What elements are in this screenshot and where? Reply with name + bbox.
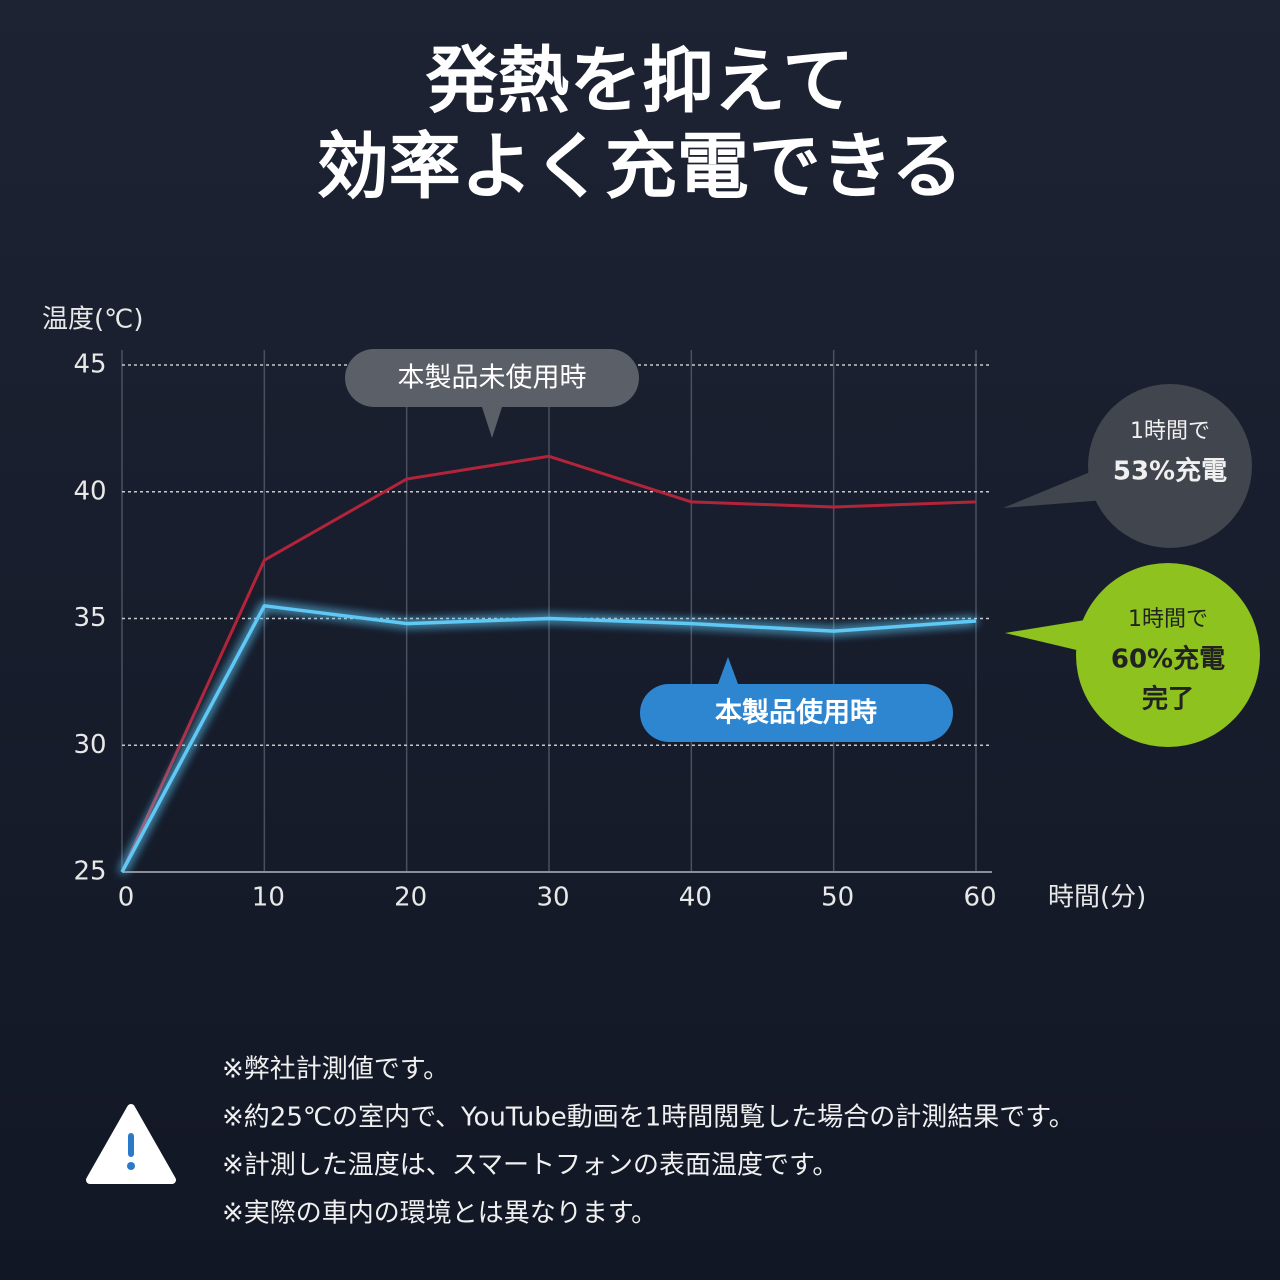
y-tick-label: 40 (73, 476, 106, 506)
x-tick-label: 50 (821, 883, 854, 913)
note: ※約25℃の室内で、YouTube動画を1時間閲覧した場合の計測結果です。 (222, 1103, 1075, 1133)
title-line: 効率よく充電できる (317, 125, 964, 209)
x-tick-label: 20 (394, 883, 427, 913)
callout-text: 53%充電 (1113, 456, 1227, 487)
legend-bubble (640, 657, 953, 742)
y-tick-label: 45 (73, 350, 106, 380)
callout-text: 1時間で (1130, 419, 1210, 444)
x-tick-label: 60 (963, 883, 996, 913)
y-tick-label: 25 (73, 857, 106, 887)
legend-label: 本製品未使用時 (398, 363, 587, 394)
x-tick-label: 0 (118, 883, 135, 913)
legend-label: 本製品使用時 (715, 698, 877, 729)
callout-text: 60%充電 (1111, 644, 1225, 675)
series-line (120, 604, 977, 873)
y-tick-label: 30 (73, 730, 106, 760)
x-tick-label: 40 (679, 883, 712, 913)
x-tick-label: 10 (252, 883, 285, 913)
callout-text: 1時間で (1128, 607, 1208, 632)
callout-tail (1005, 620, 1085, 652)
y-tick-label: 35 (73, 603, 106, 633)
legend-bubble (345, 349, 639, 438)
x-axis-label: 時間(分) (1048, 883, 1146, 913)
x-tick-label: 30 (536, 883, 569, 913)
callout-text: 完了 (1142, 684, 1194, 715)
callout-tail (1003, 470, 1105, 508)
note: ※弊社計測値です。 (222, 1055, 449, 1085)
y-axis-label: 温度(℃) (42, 305, 144, 335)
note: ※計測した温度は、スマートフォンの表面温度です。 (222, 1151, 838, 1181)
series-line (120, 454, 977, 873)
notes: ※弊社計測値です。 ※約25℃の室内で、YouTube動画を1時間閲覧した場合の計… (222, 1055, 1075, 1229)
warning-icon (86, 1104, 176, 1184)
note: ※実際の車内の環境とは異なります。 (222, 1199, 657, 1229)
callout-circle (1088, 384, 1252, 548)
title-line: 発熱を抑えて (426, 39, 854, 123)
callout-circle (1076, 563, 1260, 747)
